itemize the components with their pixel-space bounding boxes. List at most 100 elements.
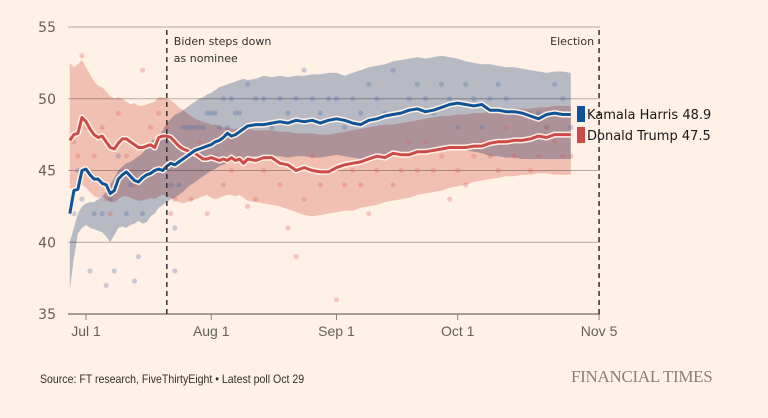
poll-dot-trump [366, 210, 372, 217]
annotations: Biden steps down as nominee Election [166, 30, 600, 314]
legend-swatch-trump [577, 127, 585, 143]
poll-dot-trump [455, 167, 461, 174]
poll-dot-trump [115, 110, 121, 116]
poll-dot-harris [414, 81, 420, 87]
poll-dot-harris [224, 124, 230, 131]
poll-dot-harris [216, 124, 222, 131]
poll-dot-trump [471, 153, 477, 159]
poll-dot-harris [107, 196, 113, 202]
poll-dot-trump [277, 182, 283, 188]
legend-label-harris: Kamala Harris 48.9 [587, 108, 711, 123]
x-tick-label: Sep 1 [318, 323, 355, 339]
poll-dot-harris [204, 110, 210, 116]
poll-dot-harris [479, 124, 485, 131]
poll-dot-harris [127, 182, 134, 188]
y-tick-label: 35 [38, 307, 56, 323]
poll-dot-trump [139, 67, 146, 73]
poll-dot-harris [358, 110, 364, 116]
poll-dot-harris [172, 225, 178, 231]
poll-dot-trump [196, 139, 202, 145]
poll-dot-harris [366, 81, 372, 87]
poll-dot-harris [180, 124, 186, 131]
poll-dot-harris [495, 81, 501, 87]
poll-dot-trump [406, 139, 412, 145]
poll-dot-harris [228, 96, 235, 102]
poll-dot-harris [200, 124, 206, 131]
x-tick-label: Jul 1 [71, 323, 101, 339]
y-tick-label: 50 [38, 92, 56, 108]
confidence-bands [69, 55, 571, 290]
poll-dot-trump [285, 225, 291, 231]
poll-dot-harris [341, 124, 348, 131]
x-tick-label: Oct 1 [441, 323, 475, 339]
poll-dot-trump [422, 139, 428, 145]
poll-dot-harris [390, 67, 396, 73]
poll-dot-harris [552, 81, 558, 87]
poll-dot-trump [503, 124, 509, 131]
poll-dot-harris [285, 110, 291, 116]
poll-dot-harris [350, 96, 356, 102]
poll-dot-trump [374, 167, 380, 174]
poll-dot-harris [535, 110, 542, 116]
poll-dot-trump [511, 153, 517, 159]
poll-dot-harris [309, 96, 315, 102]
poll-dot-harris [87, 268, 93, 274]
poll-dot-harris [103, 282, 109, 288]
annotation-label: Election [550, 35, 594, 48]
y-tick-label: 40 [38, 235, 56, 251]
poll-dot-trump [350, 167, 356, 174]
poll-dot-trump [75, 153, 81, 159]
poll-dot-harris [447, 96, 453, 102]
poll-dot-harris [139, 210, 146, 217]
poll-dot-trump [430, 167, 437, 174]
x-tick-label: Aug 1 [193, 323, 230, 339]
poll-dot-harris [168, 182, 174, 188]
poll-dot-harris [131, 278, 138, 284]
poll-dot-harris [236, 110, 243, 116]
poll-dot-trump [99, 124, 105, 131]
poll-dot-trump [552, 139, 558, 145]
poll-dot-harris [560, 96, 566, 102]
poll-dot-trump [560, 153, 566, 159]
poll-dot-harris [487, 96, 493, 102]
poll-dot-harris [438, 81, 445, 87]
poll-dot-harris [172, 268, 178, 274]
poll-dot-trump [107, 210, 113, 217]
poll-dot-trump [123, 153, 129, 159]
poll-dot-trump [261, 167, 267, 174]
poll-dot-harris [188, 124, 194, 131]
poll-dot-trump [220, 182, 226, 188]
poll-dot-harris [317, 110, 323, 116]
poll-dot-trump [79, 53, 85, 59]
poll-dot-harris [79, 196, 85, 202]
poll-dot-trump [447, 196, 453, 202]
line-harris [68, 101, 571, 214]
annotation-label: as nominee [174, 52, 238, 65]
poll-dot-harris [422, 96, 428, 102]
y-tick-label: 55 [38, 20, 56, 36]
poll-dot-harris [99, 210, 105, 217]
band-harris [69, 55, 571, 290]
poll-dot-harris [293, 96, 299, 102]
poll-dot-harris [568, 124, 574, 131]
average-lines [66, 100, 571, 215]
poll-dot-trump [188, 196, 194, 202]
poll-dot-harris [115, 153, 121, 159]
axes: 35 40 45 50 55 Jul 1 Aug 1 Sep 1 Oct 1 Nov 5 [38, 20, 617, 339]
poll-dot-harris [333, 96, 340, 102]
poll-dot-trump [527, 167, 534, 174]
poll-dot-harris [463, 81, 469, 87]
poll-dot-trump [293, 254, 299, 260]
poll-dot-trump [438, 153, 445, 159]
poll-dot-trump [245, 203, 251, 209]
annotation-label: Biden steps down [174, 35, 272, 48]
poll-dot-harris [196, 124, 202, 131]
poll-dot-harris [111, 268, 117, 274]
poll-dot-trump [390, 182, 396, 188]
poll-dot-harris [176, 182, 182, 188]
poll-dot-harris [277, 96, 283, 102]
legend-swatch-harris [577, 106, 585, 122]
poll-dot-trump [301, 196, 307, 202]
poll-dot-harris [208, 110, 214, 116]
